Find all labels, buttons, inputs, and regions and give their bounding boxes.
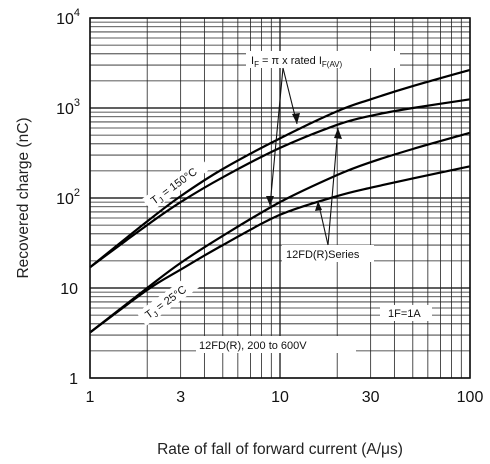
if-arrowhead-1: [292, 113, 300, 124]
if1-annotation: 1F=1A: [388, 308, 421, 320]
y-tick-label: 1: [69, 371, 78, 388]
annotations: IF = π x rated IF(AV) TJ = 150°C TJ = 25…: [136, 51, 432, 353]
x-tick-label: 1: [86, 389, 95, 406]
series-group: [89, 68, 471, 334]
x-tick-label: 10: [271, 389, 289, 406]
series-annotation: 12FD(R)Series: [286, 249, 360, 261]
if-annotation: IF = π x rated IF(AV): [251, 55, 343, 69]
series-arrowhead-1: [334, 128, 342, 139]
x-tick-label: 30: [362, 389, 380, 406]
if-arrow-2: [269, 67, 284, 207]
series-line-2: [89, 98, 471, 269]
if-arrowhead-2: [266, 196, 274, 206]
series-line-3: [89, 131, 471, 334]
series-line-4: [89, 165, 471, 334]
x-tick-label: 100: [457, 389, 484, 406]
x-axis-title: Rate of fall of forward current (A/μs): [157, 441, 403, 458]
series-arrowhead-2: [315, 201, 322, 211]
voltage-annotation: 12FD(R), 200 to 600V: [199, 340, 307, 352]
y-axis-title: Recovered charge (nC): [15, 117, 32, 278]
y-tick-label: 103: [56, 97, 80, 118]
series-line-1: [89, 68, 471, 269]
y-tick-label: 104: [56, 7, 80, 28]
y-tick-label: 10: [60, 281, 78, 298]
x-tick-label: 3: [176, 389, 185, 406]
tick-labels: 1 3 10 30 100 1 10 102 103 104: [56, 7, 483, 406]
plot-frame: [89, 17, 471, 379]
series-arrow-1: [327, 127, 339, 246]
y-tick-label: 102: [56, 187, 80, 208]
